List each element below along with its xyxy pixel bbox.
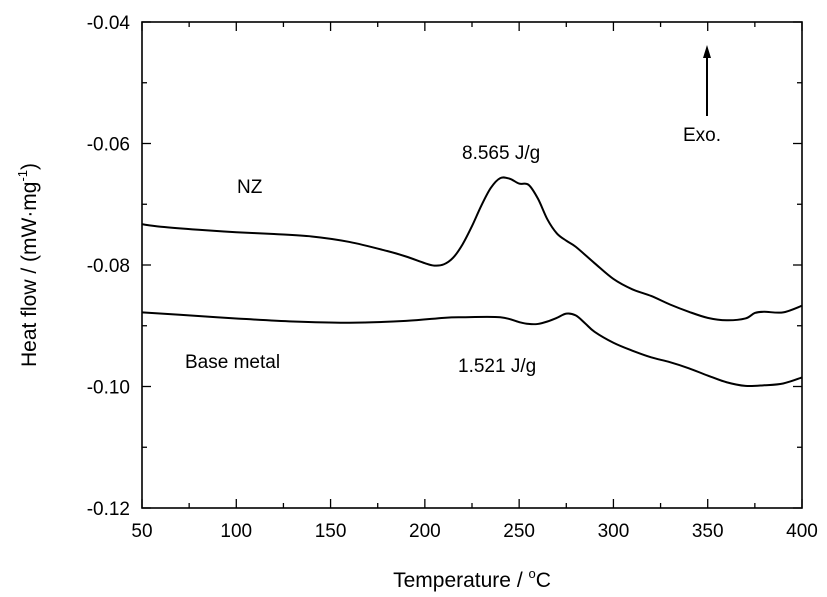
x-tick-label: 400 [786, 521, 818, 542]
plot-border [141, 21, 803, 509]
y-axis-title: Heat flow / (mW·mg-1) [15, 163, 41, 367]
exo-label: Exo. [683, 125, 721, 146]
plot-frame [141, 21, 803, 509]
y-tick-label: -0.12 [87, 499, 130, 520]
ticks [141, 21, 803, 509]
x-tick-label: 100 [220, 521, 252, 542]
x-tick-label: 250 [503, 521, 535, 542]
x-tick-label: 350 [692, 521, 724, 542]
y-tick-label: -0.10 [87, 378, 130, 399]
series [141, 176, 803, 388]
x-tick-label: 50 [131, 521, 152, 542]
y-tick-label: -0.08 [87, 256, 130, 277]
tick-labels: 50 100 150 200 250 300 350 400 -0.12 -0.10 -0.08 -0… [87, 13, 818, 542]
y-tick-label: -0.04 [87, 13, 131, 34]
exo-arrow-icon [703, 45, 711, 116]
y-tick-label: -0.06 [87, 135, 130, 156]
x-tick-label: 300 [598, 521, 630, 542]
x-tick-label: 200 [409, 521, 441, 542]
x-tick-label: 150 [315, 521, 347, 542]
nz-curve-label: NZ [237, 177, 263, 198]
series-line-nz [141, 176, 803, 322]
base-metal-curve-label: Base metal [185, 352, 280, 373]
nz-enthalpy-label: 8.565 J/g [462, 143, 540, 164]
series-line-base-metal [141, 311, 803, 388]
x-axis-title: Temperature / oC [393, 566, 551, 592]
base-metal-enthalpy-label: 1.521 J/g [458, 356, 536, 377]
